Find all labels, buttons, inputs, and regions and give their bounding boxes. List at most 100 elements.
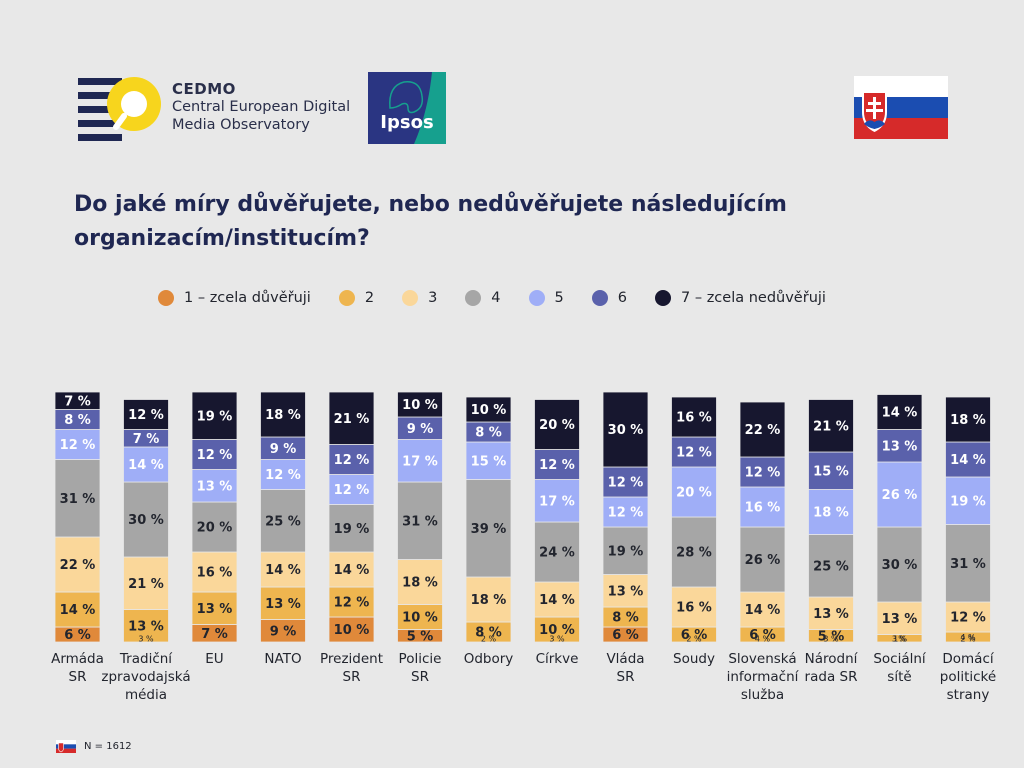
bar-value-label: 15 %	[813, 464, 849, 479]
bar-value-label: 30 %	[128, 513, 164, 528]
bar-segment	[876, 461, 923, 528]
bar-value-label: 18 %	[813, 506, 849, 521]
bar-value-label: 14 %	[882, 406, 918, 421]
bar-value-label: 17 %	[402, 454, 438, 469]
bar-value-label: 7 %	[133, 432, 160, 447]
bar-value-label: 26 %	[745, 553, 781, 568]
x-tick-label: Tradiční zpravodajská média	[101, 651, 191, 703]
x-tick-label: Vláda SR	[606, 651, 645, 685]
bar-value-label: 14 %	[128, 458, 164, 473]
bar-column: 10 % 14 % 24 % 17 % 12 % 20 %	[534, 399, 580, 643]
bar-segment	[54, 429, 101, 460]
bar-segment	[260, 586, 306, 620]
bar-value-label: 8 %	[64, 413, 91, 428]
ipsos-logo	[368, 72, 446, 144]
legend-swatch	[528, 290, 545, 306]
legend-swatch	[402, 290, 419, 306]
bar-segment	[123, 609, 169, 643]
bar-value-label: 22 %	[745, 423, 781, 438]
bar-value-label: 6 %	[749, 628, 776, 643]
bar-value-label: 20 %	[197, 521, 233, 536]
bar-value-label: 24 %	[539, 546, 575, 561]
legend-item-1: 1 – zcela důvěřuji	[158, 290, 311, 306]
bar-value-label: 12 %	[608, 506, 644, 521]
bar-segment	[602, 466, 649, 498]
bar-segment	[671, 396, 717, 438]
bar-segment	[260, 551, 306, 588]
bar-value-label: 6 %	[64, 628, 91, 643]
bar-column: 6 % 8 % 13 % 19 % 12 % 12 % 30 %	[602, 391, 649, 643]
bar-value-label: 10 %	[334, 623, 370, 638]
bar-value-label: 21 %	[334, 412, 370, 427]
bar-segment	[260, 391, 306, 438]
chart-legend: 1 – zcela důvěřuji 2 3 4 5 6 7 – zcela nedůvěř…	[158, 288, 854, 308]
bar-segment	[191, 469, 238, 503]
bar-segment	[397, 559, 443, 605]
bar-segment	[328, 586, 375, 618]
bar-column: 10 % 12 % 14 % 19 % 12 % 12 % 21 %	[328, 391, 375, 643]
bar-value-label: 13 %	[197, 479, 233, 494]
bar-footer-label: 2 %	[481, 635, 497, 644]
bar-segment	[54, 391, 101, 410]
x-tick-label: Soudy	[673, 651, 715, 667]
bar-segment	[465, 479, 512, 578]
legend-item-6: 6	[591, 290, 627, 306]
bar-footer-label: 4 %	[755, 635, 771, 644]
sample-size: N = 1612	[84, 741, 132, 752]
bar-segment	[534, 449, 580, 480]
bar-column: 3 % 13 % 30 % 26 % 13 % 14 %	[876, 394, 923, 643]
bar-value-label: 13 %	[608, 584, 644, 599]
bar-value-label: 19 %	[950, 494, 986, 509]
bar-footer-label: 1%	[893, 635, 906, 644]
bar-column: 6 % 14 % 22 % 31 % 12 % 8 % 7 %	[54, 391, 101, 643]
bar-value-label: 13 %	[197, 602, 233, 617]
bar-segment	[534, 399, 580, 450]
bar-value-label: 13 %	[128, 619, 164, 634]
bar-value-label: 10 %	[471, 403, 507, 418]
bar-value-label: 30 %	[882, 558, 918, 573]
bar-segment	[945, 601, 991, 633]
bar-segment	[602, 391, 649, 468]
bar-segment	[123, 399, 169, 430]
bar-value-label: 13 %	[265, 597, 301, 612]
bar-value-label: 25 %	[265, 514, 301, 529]
bar-segment	[191, 439, 238, 470]
bar-segment	[123, 556, 169, 610]
bar-segment	[671, 586, 717, 628]
bar-column: 4 % 12 % 31 % 19 % 14 % 18 %	[945, 396, 991, 643]
legend-item-5: 5	[528, 290, 564, 306]
x-tick-label: Policie SR	[398, 651, 442, 685]
cedmo-logo	[78, 77, 161, 141]
bar-value-label: 28 %	[676, 546, 712, 561]
legend-label: 4	[491, 290, 501, 306]
bar-value-label: 20 %	[676, 486, 712, 501]
bar-segment	[534, 581, 580, 618]
bar-value-label: 12 %	[745, 466, 781, 481]
bar-segment	[945, 441, 991, 478]
x-tick-label: Prezident SR	[319, 651, 384, 685]
bar-value-label: 12 %	[608, 476, 644, 491]
bar-segment	[602, 574, 649, 608]
legend-label: 3	[428, 290, 438, 306]
bar-segment	[808, 451, 854, 490]
bar-column: 9 % 13 % 14 % 25 % 12 % 9 % 18 %	[260, 391, 306, 643]
bar-segment	[465, 576, 512, 623]
bar-value-label: 21 %	[128, 577, 164, 592]
bar-value-label: 18 %	[950, 413, 986, 428]
bar-column: 7 % 13 % 16 % 20 % 13 % 12 % 19 %	[191, 391, 238, 643]
x-tick-label: Domácí politické strany	[939, 651, 997, 703]
bar-footer-label: 3 %	[823, 635, 839, 644]
bar-value-label: 12 %	[676, 446, 712, 461]
legend-label: 6	[617, 290, 627, 306]
bar-segment	[191, 591, 238, 625]
bar-segment	[328, 504, 375, 553]
bar-segment	[876, 429, 923, 463]
legend-item-7: 7 – zcela nedůvěřuji	[655, 290, 826, 306]
bar-value-label: 31 %	[402, 514, 438, 529]
bar-footer-label: 3 %	[138, 635, 154, 644]
bar-segment	[54, 591, 101, 628]
cedmo-line2: Central European Digital	[172, 99, 351, 115]
bar-value-label: 13 %	[813, 607, 849, 622]
bar-segment	[123, 481, 169, 558]
bar-segment	[191, 551, 238, 593]
